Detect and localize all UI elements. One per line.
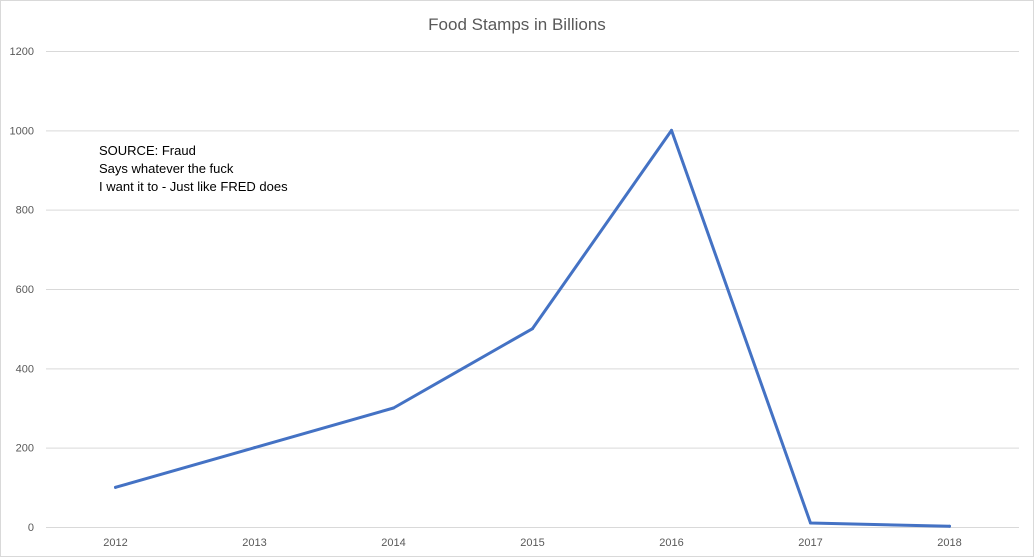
data-point	[670, 128, 673, 132]
y-axis-tick-labels: 0 200 400 600 800 1000 1200	[10, 46, 34, 534]
y-tick-label: 200	[16, 443, 34, 455]
x-axis-tick-labels: 2012 2013 2014 2015 2016 2017 2018	[103, 537, 961, 549]
y-tick-label: 800	[16, 205, 34, 217]
chart-title: Food Stamps in Billions	[428, 15, 606, 34]
x-tick-label: 2017	[798, 537, 822, 549]
y-tick-label: 0	[28, 522, 34, 534]
x-tick-label: 2016	[659, 537, 683, 549]
data-point	[531, 327, 534, 331]
x-tick-label: 2013	[242, 537, 266, 549]
data-point	[809, 521, 812, 525]
y-tick-label: 400	[16, 363, 34, 375]
gridlines	[46, 51, 1019, 528]
source-annotation: SOURCE: Fraud Says whatever the fuck I w…	[99, 142, 288, 196]
annotation-line-3: I want it to - Just like FRED does	[99, 179, 288, 194]
annotation-line-1: SOURCE: Fraud	[99, 143, 196, 158]
y-tick-label: 1000	[10, 125, 34, 137]
x-tick-label: 2015	[520, 537, 544, 549]
x-tick-label: 2012	[103, 537, 127, 549]
data-point	[114, 485, 117, 489]
series-group	[114, 128, 951, 528]
data-point	[948, 524, 951, 528]
y-tick-label: 1200	[10, 46, 34, 58]
data-point	[253, 446, 256, 450]
x-tick-label: 2018	[937, 537, 961, 549]
y-tick-label: 600	[16, 284, 34, 296]
annotation-line-2: Says whatever the fuck	[99, 161, 234, 176]
x-tick-label: 2014	[381, 537, 405, 549]
data-point	[392, 406, 395, 410]
